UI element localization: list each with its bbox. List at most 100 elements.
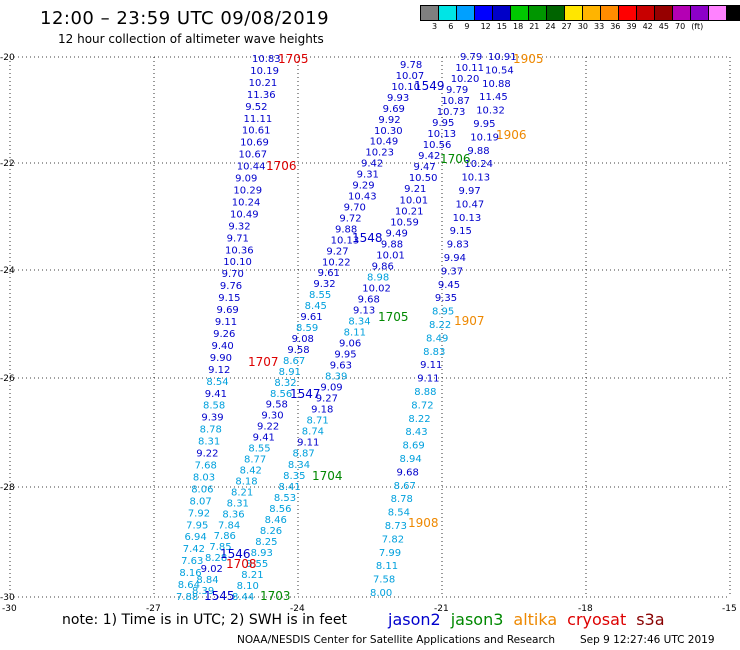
wave-height-value: 9.11: [215, 317, 237, 328]
wave-height-value: 9.26: [213, 329, 235, 340]
wave-height-value: 8.59: [296, 323, 318, 334]
wave-height-value: 10.20: [451, 74, 480, 85]
wave-height-value: 9.95: [432, 118, 454, 129]
wave-height-value: 7.84: [218, 520, 240, 531]
wave-height-value: 7.85: [209, 542, 231, 553]
wave-height-value: 10.02: [362, 283, 391, 294]
wave-height-value: 10.67: [238, 150, 267, 161]
axis-labels: -30 -27 -24 -21 -18 -15 -20 -22 -24 -26 -28 -30: [0, 53, 737, 614]
wave-height-value: 8.41: [279, 482, 301, 493]
scale-swatch: [726, 5, 740, 21]
time-label: 1905: [513, 52, 544, 66]
wave-height-value: 10.29: [233, 186, 262, 197]
lat-tick-label: -30: [0, 593, 15, 603]
wave-height-value: 10.10: [223, 257, 252, 268]
wave-height-value: 6.94: [184, 532, 206, 543]
wave-height-value: 10.83: [252, 54, 281, 65]
wave-height-value: 7.42: [183, 544, 205, 555]
wave-height-value: 8.72: [411, 400, 433, 411]
wave-height-value: 9.86: [372, 261, 394, 272]
satellite-altika: altika: [513, 610, 558, 629]
wave-height-value: 8.93: [251, 548, 273, 559]
time-label: 1705: [278, 52, 309, 66]
wave-height-value: 10.47: [456, 199, 485, 210]
wave-height-value: 10.24: [232, 197, 261, 208]
wave-height-value: 10.13: [461, 173, 490, 184]
wave-height-value: 8.39: [192, 586, 214, 597]
wave-height-value: 8.42: [240, 465, 262, 476]
wave-height-tracks: 10.8310.1910.2111.369.5211.1110.6110.691…: [176, 52, 517, 603]
time-label: 1547: [290, 387, 321, 401]
scale-label: 12: [480, 22, 491, 31]
wave-height-value: 8.22: [408, 414, 430, 425]
scale-label: 18: [513, 22, 524, 31]
time-label: 1546: [220, 547, 251, 561]
wave-height-value: 10.01: [376, 250, 405, 261]
time-label: 1706: [440, 152, 471, 166]
wave-height-value: 8.18: [235, 476, 257, 487]
wave-height-value: 9.02: [201, 564, 223, 575]
wave-height-value: 7.88: [176, 592, 198, 603]
time-label: 1708: [226, 557, 257, 571]
wave-height-value: 8.78: [200, 425, 222, 436]
wave-height-value: 8.88: [414, 387, 436, 398]
wave-height-value: 9.95: [473, 119, 495, 130]
wave-height-value: 9.11: [420, 360, 442, 371]
lat-tick-label: -20: [0, 53, 15, 63]
wave-height-value: 10.49: [230, 209, 259, 220]
wave-height-value: 9.29: [352, 181, 374, 192]
wave-height-value: 9.15: [218, 293, 240, 304]
lon-tick-label: -18: [578, 604, 593, 614]
time-label: 1707: [248, 355, 279, 369]
lon-tick-label: -15: [722, 604, 737, 614]
wave-height-value: 10.19: [250, 66, 279, 77]
wave-height-value: 7.86: [214, 531, 236, 542]
wave-height-value: 9.88: [467, 146, 489, 157]
wave-height-value: 8.67: [394, 481, 416, 492]
wave-height-value: 8.43: [405, 427, 427, 438]
wave-height-value: 8.54: [388, 508, 410, 519]
lon-tick-label: -30: [2, 604, 17, 614]
wave-height-value: 9.27: [326, 246, 348, 257]
wave-height-value: 10.21: [249, 78, 278, 89]
wave-height-value: 8.58: [203, 401, 225, 412]
wave-height-value: 8.74: [302, 427, 324, 438]
lat-tick-label: -26: [0, 374, 15, 384]
wave-height-value: 9.92: [378, 115, 400, 126]
wave-height-value: 8.28: [205, 553, 227, 564]
wave-height-value: 9.47: [413, 162, 435, 173]
wave-height-value: 9.41: [205, 389, 227, 400]
wave-height-value: 10.73: [437, 107, 466, 118]
wave-height-value: 10.24: [464, 159, 493, 170]
wave-height-value: 11.45: [479, 92, 508, 103]
wave-height-value: 9.22: [196, 449, 218, 460]
wave-height-value: 8.73: [385, 521, 407, 532]
wave-height-value: 8.56: [270, 389, 292, 400]
wave-height-value: 10.13: [453, 213, 482, 224]
satellite-jason2: jason2: [388, 610, 441, 629]
wave-height-value: 11.36: [247, 90, 276, 101]
wave-height-value: 8.56: [269, 504, 291, 515]
wave-height-value: 10.22: [322, 257, 351, 268]
wave-height-value: 8.69: [402, 441, 424, 452]
satellite-cryosat: cryosat: [567, 610, 627, 629]
wave-height-value: 8.22: [429, 320, 451, 331]
time-label: 1545: [204, 589, 235, 603]
wave-height-value: 8.91: [279, 367, 301, 378]
wave-height-value: 9.61: [300, 312, 322, 323]
wave-height-value: 8.10: [237, 581, 259, 592]
map-title: 12:00 – 23:59 UTC 09/08/2019: [40, 8, 330, 29]
wave-height-value: 9.32: [228, 221, 250, 232]
wave-height-value: 10.56: [423, 140, 452, 151]
scale-label: 6: [448, 22, 454, 31]
wave-height-value: 10.69: [240, 138, 269, 149]
wave-height-value: 9.76: [220, 281, 242, 292]
wave-height-value: 10.10: [391, 82, 420, 93]
wave-height-value: 10.32: [476, 106, 505, 117]
wave-height-value: 10.87: [441, 96, 470, 107]
wave-height-value: 9.11: [417, 374, 439, 385]
wave-height-value: 8.25: [255, 537, 277, 548]
wave-height-value: 9.45: [438, 280, 460, 291]
wave-height-value: 9.08: [292, 334, 314, 345]
time-label: 1703: [260, 589, 291, 603]
